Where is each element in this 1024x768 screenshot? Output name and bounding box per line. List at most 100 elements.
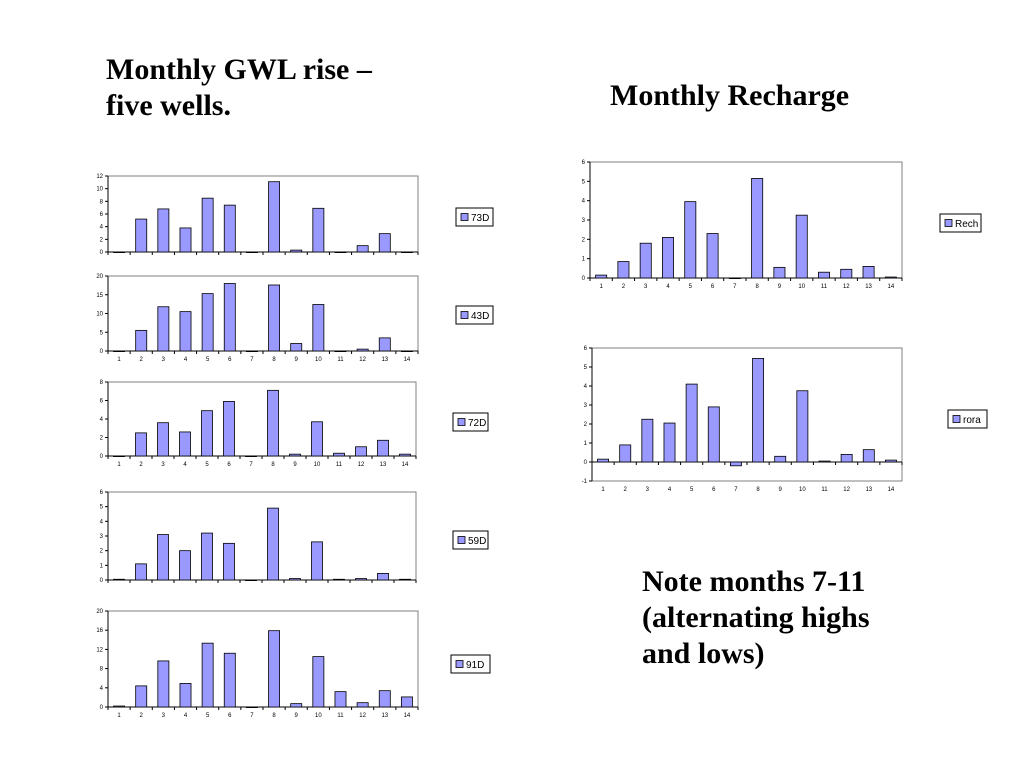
- bar-59d-5: [201, 532, 213, 581]
- bar-91d-6: [223, 652, 236, 708]
- x-tick-label: 11: [821, 487, 828, 493]
- bar-72d-12: [355, 446, 367, 457]
- gwl-rise-heading: Monthly GWL rise – five wells.: [106, 52, 446, 124]
- bar-43d-13: [378, 337, 391, 352]
- recharge-heading: Monthly Recharge: [610, 79, 850, 112]
- bar-59d-14: [399, 578, 411, 581]
- y-tick-label: 2: [584, 422, 588, 428]
- x-tick-label: 6: [228, 713, 232, 719]
- y-tick-label: 5: [100, 330, 104, 336]
- x-tick-label: 6: [228, 357, 232, 363]
- x-tick-label: 9: [779, 487, 783, 493]
- legend-73d: [455, 207, 494, 227]
- x-tick-label: 4: [184, 713, 188, 719]
- x-tick-label: 5: [689, 284, 693, 290]
- x-tick-label: 8: [756, 487, 760, 493]
- legend-label-73d: 73D: [471, 213, 489, 224]
- bar-43d-5: [201, 293, 214, 352]
- y-tick-label: 3: [584, 403, 588, 409]
- legend-rech: [939, 213, 982, 233]
- x-tick-label: 8: [271, 462, 275, 468]
- y-tick-label: 8: [100, 667, 104, 673]
- x-tick-label: 12: [843, 284, 850, 290]
- bar-43d-8: [268, 284, 281, 352]
- legend-label-72d: 72D: [468, 418, 486, 429]
- x-tick-label: 8: [272, 713, 276, 719]
- gwl-rise-heading-line-1: Monthly GWL rise –: [106, 53, 372, 86]
- bar-59d-3: [157, 534, 169, 581]
- legend-59d: [452, 530, 489, 550]
- bar-91d-7: [245, 706, 258, 709]
- bar-72d-5: [201, 410, 213, 457]
- x-tick-label: 12: [359, 357, 366, 363]
- x-tick-label: 1: [117, 462, 121, 468]
- bar-91d-10: [312, 656, 325, 708]
- bar-rora-11: [818, 460, 831, 463]
- x-tick-label: 3: [644, 284, 648, 290]
- bar-59d-12: [355, 578, 367, 581]
- bar-rech-5: [684, 201, 697, 279]
- y-tick-label: 6: [582, 160, 586, 166]
- note-text: Note months 7-11 (alternating highs and …: [642, 564, 942, 672]
- legend-label-rora: rora: [963, 415, 981, 426]
- bar-72d-8: [267, 389, 279, 457]
- bar-73d-10: [312, 207, 325, 253]
- bar-43d-7: [245, 350, 258, 353]
- bar-91d-1: [113, 705, 126, 708]
- chart-59d: 0 1 2 3 4 5 6 59D: [100, 490, 489, 584]
- bar-59d-2: [135, 563, 147, 581]
- y-tick-label: 15: [96, 293, 103, 299]
- bar-43d-2: [135, 329, 148, 352]
- bar-rora-3: [641, 418, 654, 463]
- x-tick-label: 4: [668, 487, 672, 493]
- bar-73d-12: [356, 245, 369, 253]
- x-tick-label: 6: [227, 462, 231, 468]
- x-tick-label: 9: [295, 357, 299, 363]
- bar-rora-1: [597, 458, 610, 463]
- bar-rech-10: [795, 214, 808, 279]
- y-tick-label: 20: [96, 274, 103, 280]
- bar-72d-13: [377, 439, 389, 457]
- bar-59d-7: [245, 579, 257, 582]
- x-tick-label: 14: [402, 462, 409, 468]
- bar-rora-10: [796, 390, 809, 463]
- bar-rech-11: [818, 271, 830, 279]
- bar-72d-1: [113, 455, 125, 458]
- bar-rora-14: [884, 459, 897, 463]
- bar-91d-14: [400, 696, 413, 708]
- x-tick-label: 1: [599, 284, 603, 290]
- x-tick-label: 8: [272, 357, 276, 363]
- x-tick-label: 5: [206, 713, 210, 719]
- x-tick-label: 13: [381, 713, 388, 719]
- y-tick-label: 8: [100, 380, 104, 386]
- bar-72d-3: [157, 422, 169, 457]
- x-tick-label: 13: [865, 284, 872, 290]
- bar-91d-9: [290, 703, 303, 708]
- gwl-rise-heading-line-2: five wells.: [106, 89, 231, 122]
- x-tick-label: 3: [162, 357, 166, 363]
- bar-rora-7: [729, 461, 742, 467]
- legend-swatch-rech: [944, 219, 953, 227]
- x-tick-label: 13: [865, 487, 872, 493]
- x-tick-label: 11: [336, 462, 343, 468]
- legend-72d: [452, 412, 489, 432]
- bar-59d-11: [333, 578, 345, 581]
- bar-72d-14: [399, 453, 411, 457]
- bar-rech-4: [662, 237, 674, 279]
- x-tick-label: 1: [601, 487, 605, 493]
- x-tick-label: 7: [250, 357, 254, 363]
- bar-rech-9: [773, 266, 786, 279]
- bar-43d-10: [312, 304, 325, 352]
- bar-91d-5: [201, 642, 214, 708]
- y-tick-label: 0: [584, 460, 588, 466]
- x-tick-label: 12: [843, 487, 850, 493]
- x-tick-label: 14: [404, 713, 411, 719]
- bar-59d-4: [179, 550, 191, 581]
- y-tick-label: 4: [100, 225, 104, 231]
- bar-rora-9: [774, 455, 787, 463]
- plot-frame: [107, 275, 419, 352]
